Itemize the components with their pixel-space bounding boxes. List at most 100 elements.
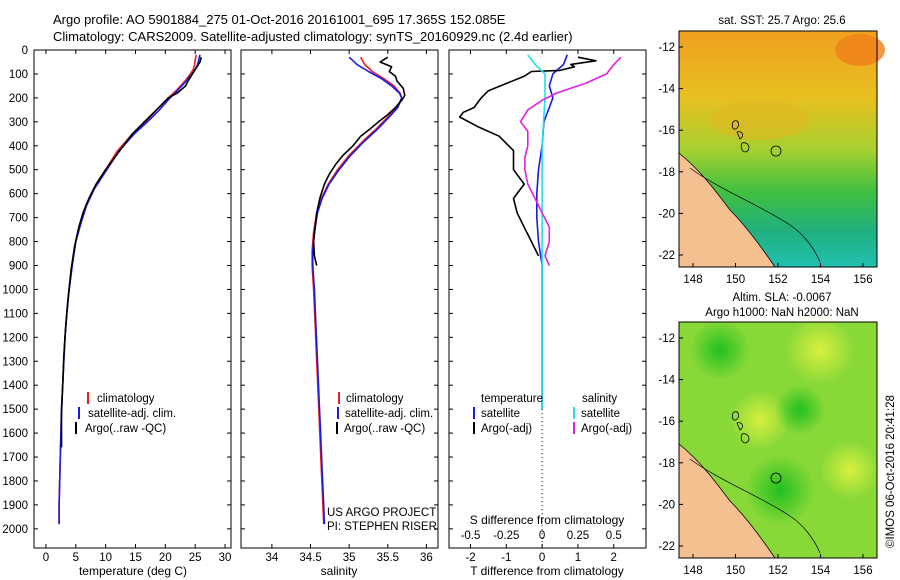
map-y-tick-label: -22 <box>658 541 675 553</box>
profile-line-salinity-satellite <box>527 54 546 410</box>
s-tick-label: 0.25 <box>567 530 589 542</box>
depth-tick-label: 1900 <box>2 500 28 512</box>
map-x-tick-label: 154 <box>811 274 831 286</box>
depth-tick-label: 1500 <box>2 404 28 416</box>
sla-map <box>678 315 880 559</box>
depth-tick-label: 1400 <box>2 380 28 392</box>
salinity-profile-lines <box>311 56 406 525</box>
sst-mid-patch <box>710 100 810 140</box>
legend-header-temperature: temperature <box>481 393 543 405</box>
map-x-tick-label: 150 <box>726 565 745 577</box>
map-x-tick-label: 152 <box>768 274 787 286</box>
s-difference-xlabel: S difference from climatology <box>470 513 625 527</box>
x-tick-label: 0 <box>43 552 49 564</box>
sst-reef-islands <box>731 120 750 153</box>
sla-coastline <box>678 443 776 559</box>
difference-panel-frame <box>448 49 647 549</box>
difference-x-axis: -2 -1 0 1 2 -0.5 -0.25 0 0.25 0.5 <box>461 50 622 564</box>
sla-land-queensland <box>679 444 775 558</box>
depth-axis: 0 100 200 300 400 500 600 700 800 900 1000 1100 1200… <box>2 45 646 536</box>
x-tick-label: -2 <box>465 552 475 564</box>
legend-label-s-argo: Argo(-adj) <box>581 423 632 435</box>
depth-tick-label: 100 <box>9 69 28 81</box>
figure-title-line1: Argo profile: AO 5901884_275 01-Oct-2016… <box>53 12 506 27</box>
sst-warm-patch <box>835 34 885 66</box>
depth-tick-label: 1700 <box>2 452 28 464</box>
sla-high-1 <box>785 315 855 385</box>
map-y-tick-label: -14 <box>658 84 675 96</box>
map-x-tick-label: 154 <box>811 565 831 577</box>
sst-map-axes: 148 150 152 154 156 -12 -14 -16 -18 -20 -22 <box>658 42 872 286</box>
depth-tick-label: 800 <box>9 237 28 249</box>
x-tick-label: 30 <box>219 552 232 564</box>
map-x-tick-label: 156 <box>853 565 872 577</box>
profile-line-argo-raw-qc- <box>60 57 202 448</box>
sst-land-queensland <box>679 153 775 267</box>
depth-tick-label: 200 <box>9 93 28 105</box>
sla-map-title2: Argo h1000: NaN h2000: NaN <box>705 307 858 319</box>
sla-high-3 <box>820 440 880 500</box>
depth-tick-label: 1300 <box>2 356 28 368</box>
sla-low-3 <box>745 455 815 525</box>
salinity-x-axis: 34 34.5 35 35.5 36 <box>266 50 433 564</box>
map-y-tick-label: -16 <box>658 416 675 428</box>
map-x-tick-label: 148 <box>683 274 702 286</box>
depth-tick-label: 600 <box>9 189 28 201</box>
depth-tick-label: 1100 <box>3 308 28 320</box>
x-tick-label: 25 <box>189 552 202 564</box>
x-tick-label: 15 <box>129 552 142 564</box>
map-y-tick-label: -14 <box>658 375 675 387</box>
legend-label-climatology: climatology <box>97 393 155 405</box>
sla-high-2 <box>730 390 790 450</box>
depth-tick-label: 1600 <box>2 428 28 440</box>
depth-tick-label: 900 <box>9 260 28 272</box>
x-tick-label: 34 <box>266 552 279 564</box>
sst-map <box>678 30 885 268</box>
map-y-tick-label: -22 <box>658 250 675 262</box>
depth-tick-label: 1000 <box>2 284 28 296</box>
project-annotation: US ARGO PROJECT <box>327 507 436 519</box>
legend-label-argo: Argo(..raw -QC) <box>85 423 166 435</box>
s-tick-label: 0.5 <box>606 530 622 542</box>
salinity-xlabel: salinity <box>321 564 358 578</box>
x-tick-label: 0 <box>539 552 545 564</box>
pi-annotation: PI: STEPHEN RISER <box>327 521 437 533</box>
depth-tick-label: 2000 <box>2 524 28 536</box>
depth-tick-label: 700 <box>9 213 28 225</box>
legend-label-t-satellite: satellite <box>481 408 520 420</box>
map-y-tick-label: -18 <box>658 458 675 470</box>
sla-reef-islands <box>731 411 750 444</box>
temperature-x-axis: 0 5 10 15 20 25 30 <box>43 50 232 564</box>
map-x-tick-label: 148 <box>683 565 702 577</box>
depth-tick-label: 1200 <box>2 332 28 344</box>
depth-tick-label: 1800 <box>2 476 28 488</box>
x-tick-label: 36 <box>420 552 433 564</box>
salinity-panel-frame <box>240 49 439 549</box>
sla-low-2 <box>775 385 825 435</box>
map-y-tick-label: -20 <box>658 499 675 511</box>
legend-label-t-argo: Argo(-adj) <box>481 423 532 435</box>
s-tick-label: -0.25 <box>493 530 519 542</box>
sst-coastline <box>678 152 776 268</box>
salinity-legend: climatology satellite-adj. clim. Argo(..… <box>336 392 433 435</box>
map-y-tick-label: -20 <box>658 208 675 220</box>
profile-line-satellite-adj-clim- <box>311 56 403 525</box>
legend-label-satellite: satellite-adj. clim. <box>88 408 176 420</box>
map-y-tick-label: -18 <box>658 167 675 179</box>
x-tick-label: 10 <box>99 552 112 564</box>
profile-line-argo-raw-qc- <box>312 56 406 266</box>
difference-profile-lines <box>458 54 622 410</box>
s-tick-label: -0.5 <box>461 530 481 542</box>
sla-low-1 <box>690 320 750 380</box>
profile-line-temperature-argo-adj- <box>458 56 597 257</box>
x-tick-label: 2 <box>611 552 617 564</box>
map-x-tick-label: 152 <box>768 565 787 577</box>
map-x-tick-label: 150 <box>726 274 745 286</box>
map-y-tick-label: -12 <box>658 333 675 345</box>
temperature-profile-lines <box>58 54 202 525</box>
x-tick-label: 1 <box>575 552 581 564</box>
map-y-tick-label: -16 <box>658 125 675 137</box>
depth-tick-label: 500 <box>9 165 28 177</box>
x-tick-label: 35 <box>343 552 356 564</box>
temperature-legend: climatology satellite-adj. clim. Argo(..… <box>75 392 176 435</box>
